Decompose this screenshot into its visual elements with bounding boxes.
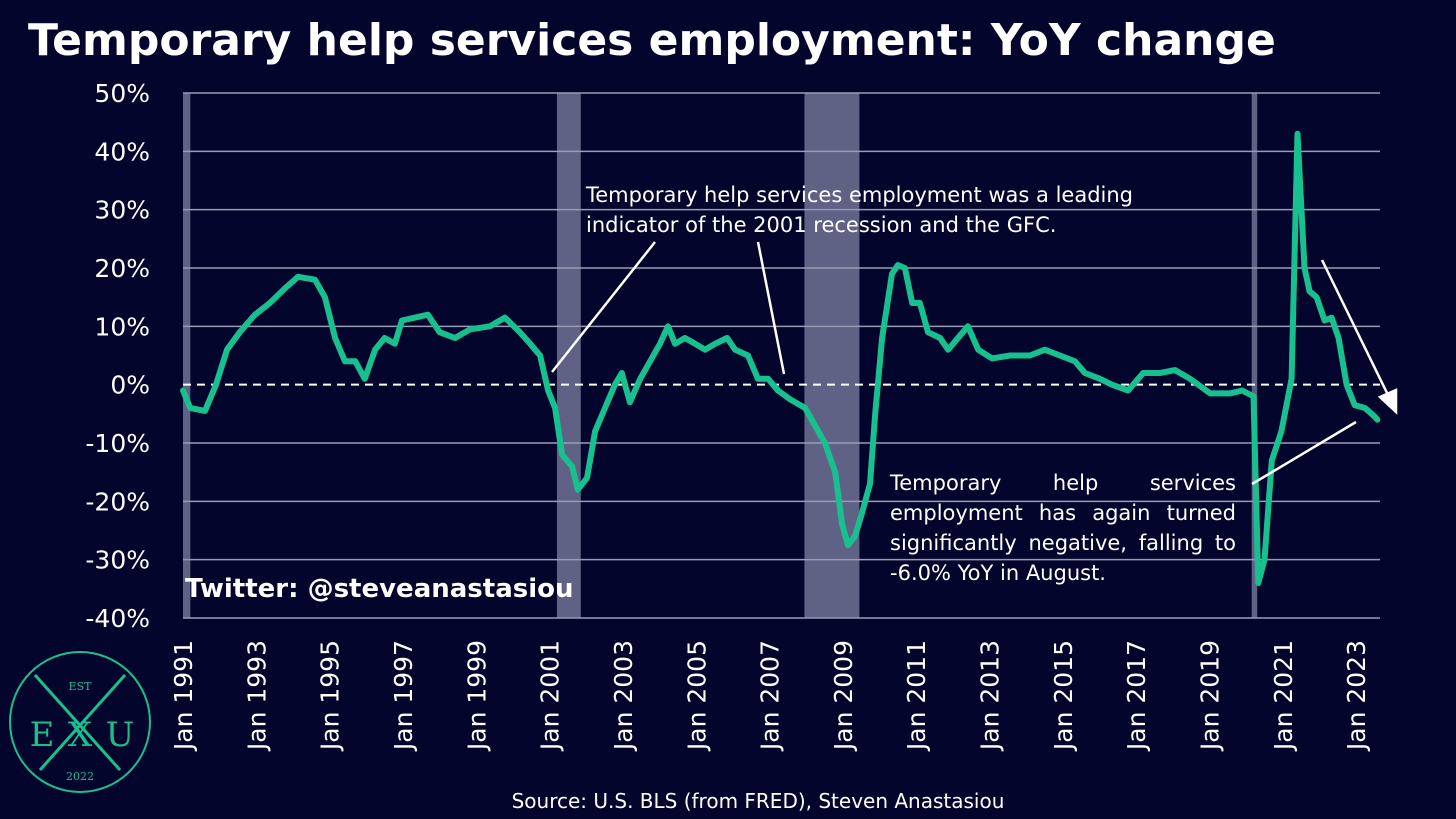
logo-text: U — [106, 715, 135, 755]
x-tick-label: Jan 1993 — [242, 640, 271, 752]
y-tick-label: 20% — [94, 254, 150, 283]
logo-sword — [38, 673, 127, 772]
logo-text: X — [68, 715, 93, 755]
x-tick-label: Jan 2015 — [1049, 640, 1078, 752]
recession-band — [1251, 93, 1258, 618]
x-tick-label: Jan 2019 — [1196, 640, 1225, 752]
x-tick-label: Jan 2003 — [609, 640, 638, 752]
x-tick-label: Jan 2007 — [756, 640, 785, 752]
x-tick-label: Jan 2005 — [682, 640, 711, 752]
y-tick-label: -40% — [85, 604, 150, 633]
x-tick-label: Jan 2017 — [1122, 640, 1151, 752]
x-tick-label: Jan 2009 — [829, 640, 858, 752]
x-tick-label: Jan 2001 — [536, 640, 565, 752]
logo-sword — [33, 673, 122, 772]
x-tick-label: Jan 2023 — [1342, 640, 1371, 752]
logo-ring — [9, 651, 151, 793]
annotation: Temporary help services employment has a… — [890, 471, 1236, 585]
recession-band — [183, 93, 191, 618]
arrow-line — [1251, 420, 1357, 486]
x-tick-label: Jan 1997 — [389, 640, 418, 752]
x-tick-label: Jan 2011 — [902, 640, 931, 752]
arrows — [551, 241, 1398, 486]
x-tick-label: Jan 1999 — [462, 640, 491, 752]
y-tick-label: 30% — [94, 196, 150, 225]
y-tick-label: 10% — [94, 312, 150, 341]
logo: EST E X U 2022 — [9, 651, 151, 793]
x-tick-label: Jan 1991 — [169, 640, 198, 752]
watermark: Twitter: @steveanastasiou — [185, 574, 574, 604]
y-tick-label: 0% — [110, 371, 150, 400]
y-tick-label: 40% — [94, 137, 150, 166]
logo-text: E — [30, 715, 55, 755]
recession-band — [556, 93, 581, 618]
arrow-line — [756, 241, 786, 375]
annotation: Temporary help services employment was a… — [586, 183, 1134, 237]
arrow-head — [1377, 388, 1398, 415]
y-tick-label: -20% — [85, 487, 150, 516]
logo-text: EST — [69, 680, 93, 693]
arrow-line — [1320, 259, 1390, 396]
chart-title: Temporary help services employment: YoY … — [28, 15, 1276, 66]
x-tick-label: Jan 2013 — [976, 640, 1005, 752]
logo-text: 2022 — [66, 770, 94, 783]
arrow-line — [551, 241, 656, 373]
y-tick-label: 50% — [94, 79, 150, 108]
source: Source: U.S. BLS (from FRED), Steven Ana… — [512, 789, 1005, 813]
x-tick-label: Jan 1995 — [316, 640, 345, 752]
x-tick-label: Jan 2021 — [1269, 640, 1298, 752]
line — [180, 130, 1381, 586]
y-tick-label: -10% — [85, 429, 150, 458]
y-tick-label: -30% — [85, 546, 150, 575]
recession-band — [804, 93, 860, 618]
